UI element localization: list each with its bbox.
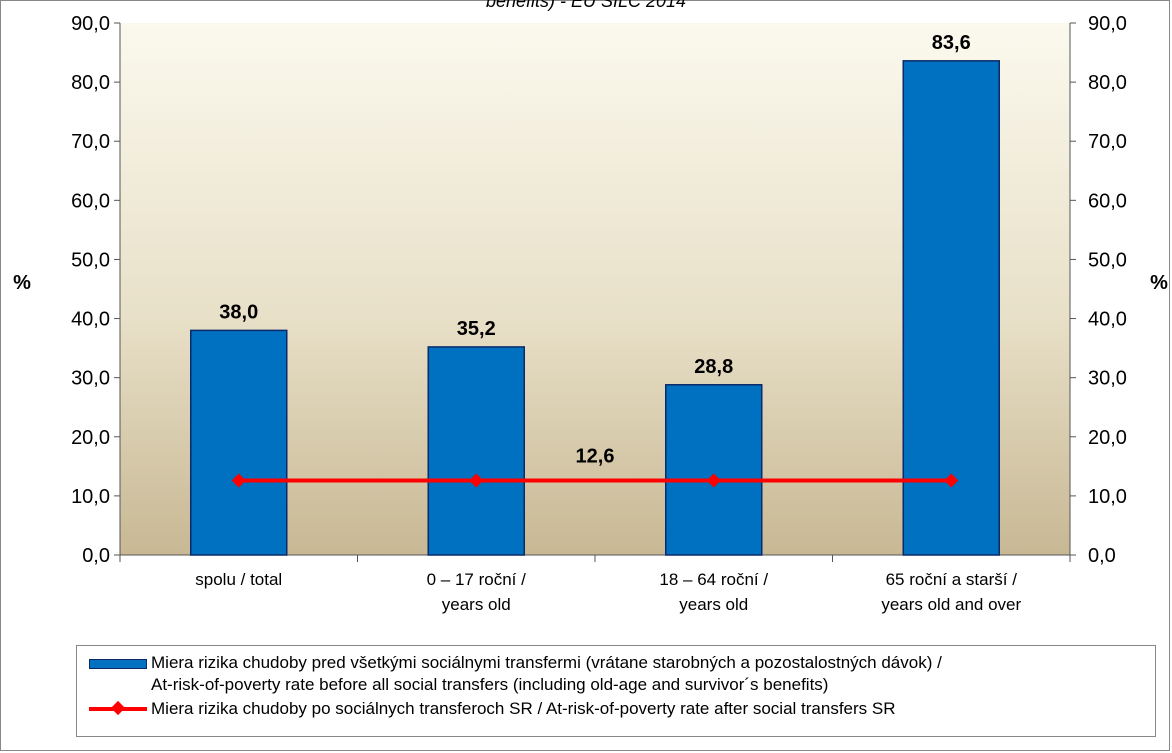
chart-legend: Miera rizika chudoby pred všetkými sociá…: [76, 645, 1156, 737]
y-tick-label-left: 40,0: [71, 309, 110, 331]
y-tick-label-left: 0,0: [82, 545, 110, 567]
line-marker: [469, 473, 484, 488]
y-tick-label-right: 10,0: [1088, 486, 1127, 508]
legend-bar-label-line1: Miera rizika chudoby pred všetkými sociá…: [151, 653, 942, 672]
legend-line-label: Miera rizika chudoby po sociálnych trans…: [151, 699, 896, 718]
y-tick-label-right: 50,0: [1088, 249, 1127, 271]
x-category-label: 0 – 17 roční /: [427, 570, 527, 589]
y-tick-label-right: 80,0: [1088, 72, 1127, 94]
y-axis-title-left: %: [13, 272, 31, 294]
bar-data-label: 28,8: [694, 356, 733, 378]
y-tick-label-right: 40,0: [1088, 309, 1127, 331]
bar-data-label: 38,0: [219, 301, 258, 323]
y-tick-label-left: 80,0: [71, 72, 110, 94]
line-marker: [944, 473, 959, 488]
x-category-label: years old: [442, 595, 511, 614]
y-tick-label-right: 70,0: [1088, 131, 1127, 153]
x-category-label: 18 – 64 roční /: [659, 570, 768, 589]
y-tick-label-left: 60,0: [71, 190, 110, 212]
bar-data-label: 35,2: [457, 318, 496, 340]
y-tick-label-left: 20,0: [71, 427, 110, 449]
y-tick-label-right: 60,0: [1088, 190, 1127, 212]
y-tick-label-right: 0,0: [1088, 545, 1116, 567]
y-tick-label-right: 90,0: [1088, 13, 1127, 35]
y-tick-label-left: 50,0: [71, 249, 110, 271]
legend-bar-swatch: [89, 659, 147, 669]
line-marker: [706, 473, 721, 488]
x-category-label: spolu / total: [195, 570, 282, 589]
legend-line-marker: [110, 700, 126, 716]
x-category-label: 65 roční a starší /: [886, 570, 1018, 589]
line-marker: [231, 473, 246, 488]
y-tick-label-left: 90,0: [71, 13, 110, 35]
bar-data-label: 83,6: [932, 32, 971, 54]
bar: [902, 60, 1000, 556]
bar: [190, 329, 288, 556]
y-tick-label-right: 30,0: [1088, 368, 1127, 390]
x-category-label: years old: [679, 595, 748, 614]
y-tick-label-left: 70,0: [71, 131, 110, 153]
legend-bar-label-line2: At-risk-of-poverty rate before all socia…: [151, 675, 829, 694]
line-data-label: 12,6: [576, 446, 615, 468]
bar: [665, 384, 763, 556]
y-tick-label-left: 30,0: [71, 368, 110, 390]
y-tick-label-left: 10,0: [71, 486, 110, 508]
chart-title-fragment: benefits) - EU SILC 2014: [485, 0, 687, 11]
x-category-label: years old and over: [881, 595, 1021, 614]
y-tick-label-right: 20,0: [1088, 427, 1127, 449]
bar: [427, 346, 525, 556]
y-axis-title-right: %: [1150, 272, 1168, 294]
